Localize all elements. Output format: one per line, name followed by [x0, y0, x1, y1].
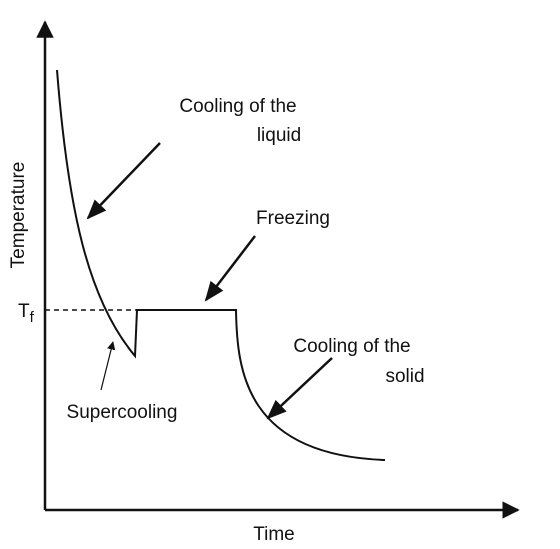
arrow-solid	[266, 357, 333, 420]
annotation-liquid-1: Cooling of the	[179, 96, 296, 117]
tf-main: T	[18, 301, 30, 322]
annotation-solid-2: solid	[385, 366, 424, 387]
y-axis-label: Temperature	[8, 162, 29, 269]
cooling-curve	[56, 69, 386, 461]
annotation-solid-1: Cooling of the	[293, 336, 410, 357]
tf-sub: f	[30, 309, 35, 326]
annotation-liquid-2: liquid	[257, 125, 301, 146]
annotation-freezing: Freezing	[256, 208, 330, 229]
x-axis-label: Time	[253, 524, 295, 545]
arrow-freezing	[204, 235, 256, 302]
annotation-supercooling: Supercooling	[67, 402, 178, 423]
freezing-temperature-label: Tf	[18, 301, 35, 326]
arrow-supercooling	[100, 341, 116, 391]
arrow-liquid	[86, 142, 161, 220]
